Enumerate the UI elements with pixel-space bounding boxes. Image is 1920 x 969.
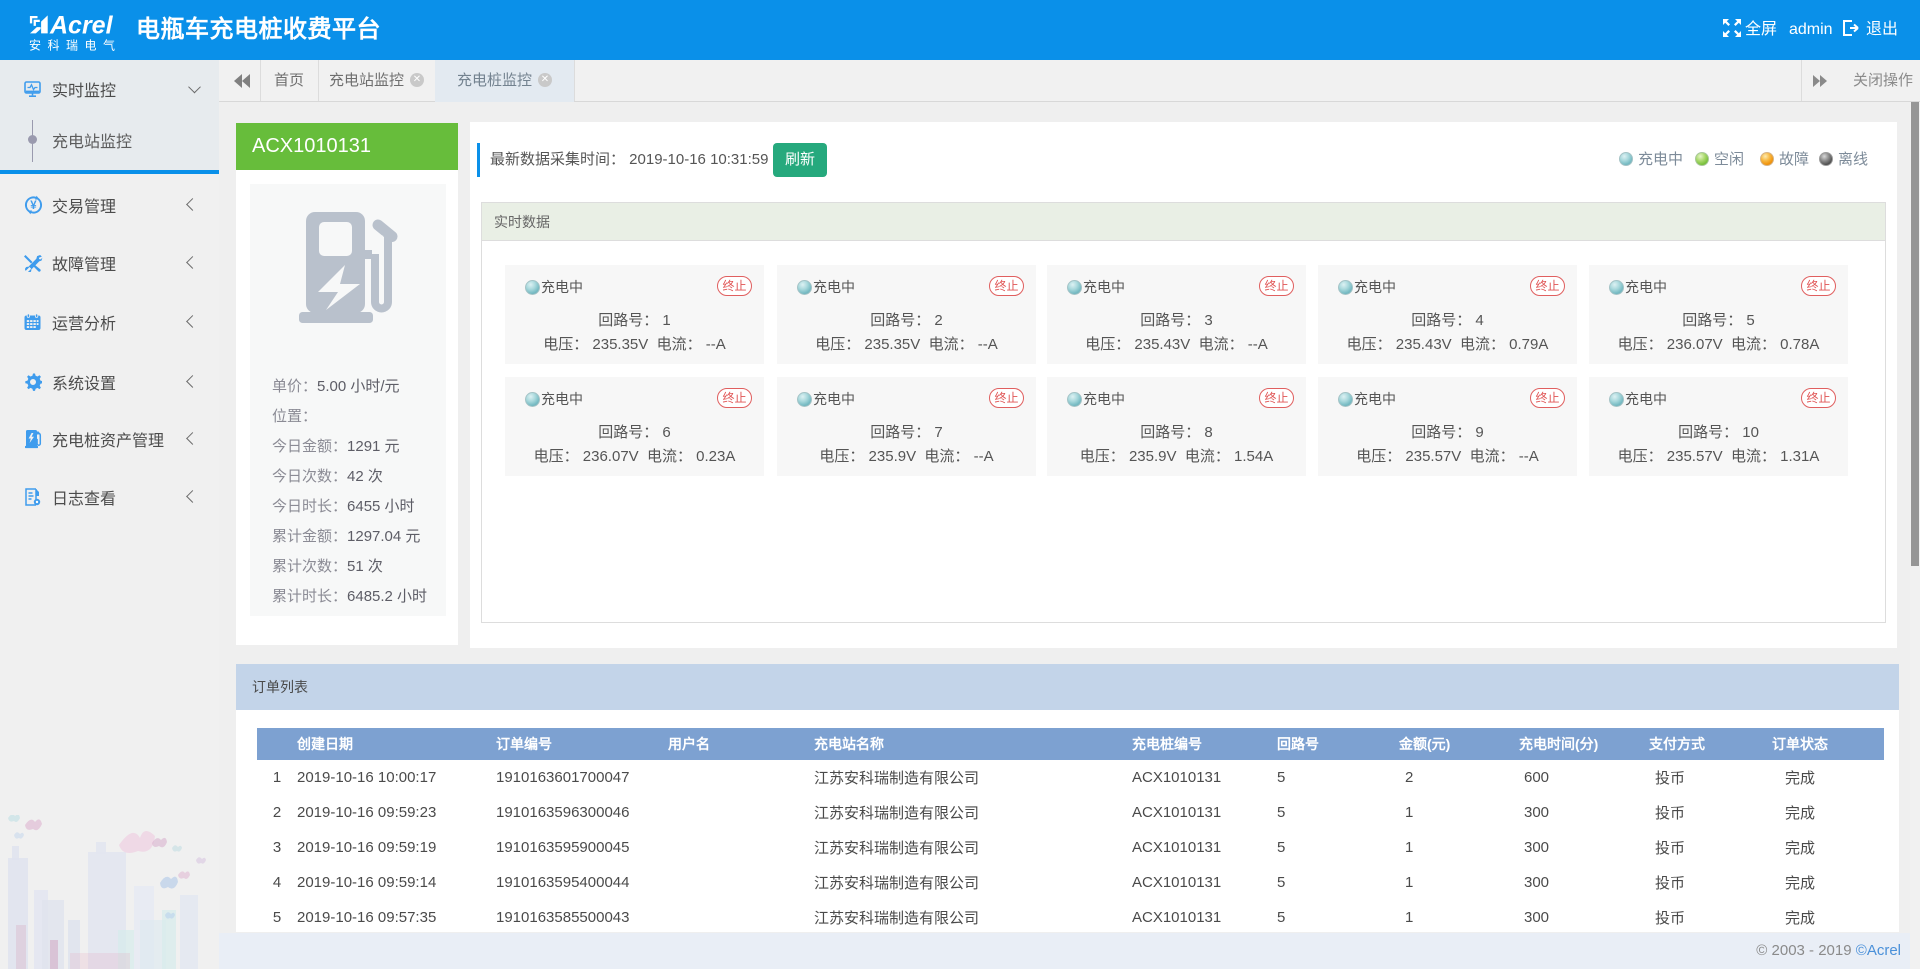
svg-text:安科瑞电气: 安科瑞电气	[29, 38, 122, 53]
svg-text:Acrel: Acrel	[49, 12, 114, 40]
svg-text:¥: ¥	[30, 200, 37, 212]
